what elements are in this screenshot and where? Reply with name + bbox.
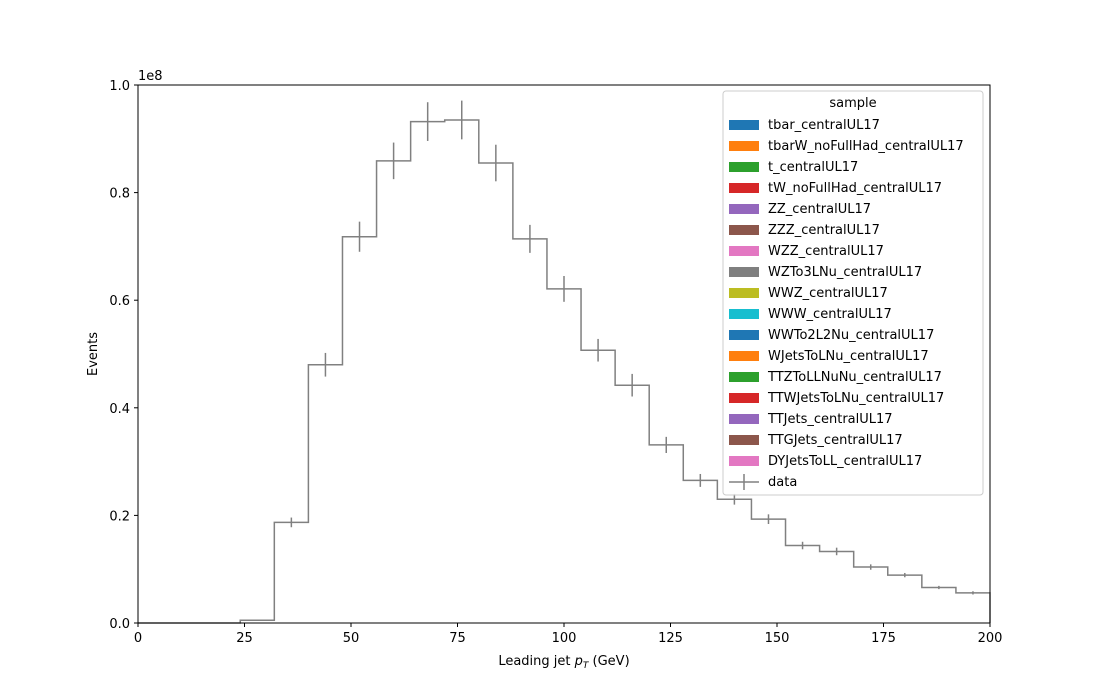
legend-label: data (768, 475, 797, 490)
legend-label: WWW_centralUL17 (768, 307, 892, 322)
legend-label: ZZZ_centralUL17 (768, 223, 880, 238)
legend-label: TTWJetsToLNu_centralUL17 (767, 391, 944, 406)
legend-entry: TTGJets_centralUL17 (729, 433, 903, 448)
x-axis-label: Leading jet pT (GeV) (498, 654, 629, 671)
x-tick-label: 125 (658, 631, 683, 646)
x-axis-label-symbol: p (574, 654, 583, 669)
legend: sample tbar_centralUL17 tbarW_noFullHad_ce… (722, 90, 984, 496)
legend-label: tW_noFullHad_centralUL17 (768, 181, 942, 196)
legend-entry: TTJets_centralUL17 (729, 412, 893, 427)
x-tick-label: 200 (978, 631, 1003, 646)
y-tick-label: 0.0 (109, 617, 130, 632)
legend-label: WZZ_centralUL17 (768, 244, 884, 259)
x-tick-label: 50 (343, 631, 360, 646)
legend-entry: tbarW_noFullHad_centralUL17 (729, 139, 964, 154)
legend-entry: WWZ_centralUL17 (729, 286, 888, 301)
legend-entry: TTZToLLNuNu_centralUL17 (729, 370, 942, 385)
legend-label: DYJetsToLL_centralUL17 (768, 454, 922, 469)
legend-swatch (729, 372, 759, 382)
legend-swatch (729, 330, 759, 340)
legend-swatch (729, 414, 759, 424)
legend-label: WJetsToLNu_centralUL17 (768, 349, 929, 364)
x-axis-label-main: Leading jet (498, 654, 574, 669)
legend-label: TTJets_centralUL17 (767, 412, 893, 427)
legend-entry: WWTo2L2Nu_centralUL17 (729, 328, 934, 343)
legend-label: WZTo3LNu_centralUL17 (768, 265, 922, 280)
legend-entry: WJetsToLNu_centralUL17 (729, 349, 929, 364)
legend-label: tbarW_noFullHad_centralUL17 (768, 139, 964, 154)
legend-title: sample (829, 96, 876, 111)
legend-entry: TTWJetsToLNu_centralUL17 (729, 391, 944, 406)
legend-swatch (729, 267, 759, 277)
x-tick-label: 25 (236, 631, 253, 646)
x-tick-label: 0 (134, 631, 142, 646)
data-histogram-line (138, 119, 991, 624)
legend-entry: tW_noFullHad_centralUL17 (729, 181, 942, 196)
plot-area (138, 100, 991, 624)
legend-entry: ZZZ_centralUL17 (729, 223, 880, 238)
legend-entry-data: data (729, 474, 797, 490)
legend-swatch (729, 246, 759, 256)
legend-swatch (729, 120, 759, 130)
legend-entry: WWW_centralUL17 (729, 307, 892, 322)
x-axis-label-subscript: T (583, 661, 590, 671)
x-tick-label: 175 (871, 631, 896, 646)
legend-entry: DYJetsToLL_centralUL17 (729, 454, 922, 469)
x-tick-label: 100 (552, 631, 577, 646)
legend-swatch (729, 204, 759, 214)
y-tick-label: 1.0 (109, 79, 130, 94)
y-tick-label: 0.2 (109, 509, 130, 524)
legend-label: ZZ_centralUL17 (768, 202, 871, 217)
legend-label: t_centralUL17 (768, 160, 858, 175)
legend-label: WWZ_centralUL17 (768, 286, 888, 301)
legend-swatch (729, 435, 759, 445)
legend-entry: WZTo3LNu_centralUL17 (729, 265, 922, 280)
legend-entry: tbar_centralUL17 (729, 118, 880, 133)
legend-swatch (729, 288, 759, 298)
legend-label: tbar_centralUL17 (768, 118, 880, 133)
y-axis-label: Events (86, 332, 101, 376)
y-tick-label: 0.4 (109, 402, 130, 417)
legend-label: TTGJets_centralUL17 (767, 433, 903, 448)
legend-swatch (729, 456, 759, 466)
x-tick-label: 75 (449, 631, 466, 646)
legend-swatch (729, 393, 759, 403)
legend-swatch (729, 309, 759, 319)
legend-label: TTZToLLNuNu_centralUL17 (767, 370, 942, 385)
y-multiplier: 1e8 (138, 69, 163, 84)
legend-swatch (729, 141, 759, 151)
legend-swatch (729, 183, 759, 193)
legend-entry: t_centralUL17 (729, 160, 858, 175)
legend-label: WWTo2L2Nu_centralUL17 (768, 328, 934, 343)
legend-entry: ZZ_centralUL17 (729, 202, 871, 217)
axes: 0 25 50 75 100 125 150 175 200 0.0 0.2 0.4 0.6 0.8 1.0 (109, 79, 1002, 646)
y-tick-label: 0.8 (109, 187, 130, 202)
legend-swatch (729, 225, 759, 235)
legend-swatch (729, 351, 759, 361)
x-axis-label-unit: (GeV) (588, 654, 629, 669)
y-tick-label: 0.6 (109, 294, 130, 309)
legend-entry: WZZ_centralUL17 (729, 244, 884, 259)
x-tick-label: 150 (765, 631, 790, 646)
legend-box (722, 90, 984, 496)
legend-swatch (729, 162, 759, 172)
